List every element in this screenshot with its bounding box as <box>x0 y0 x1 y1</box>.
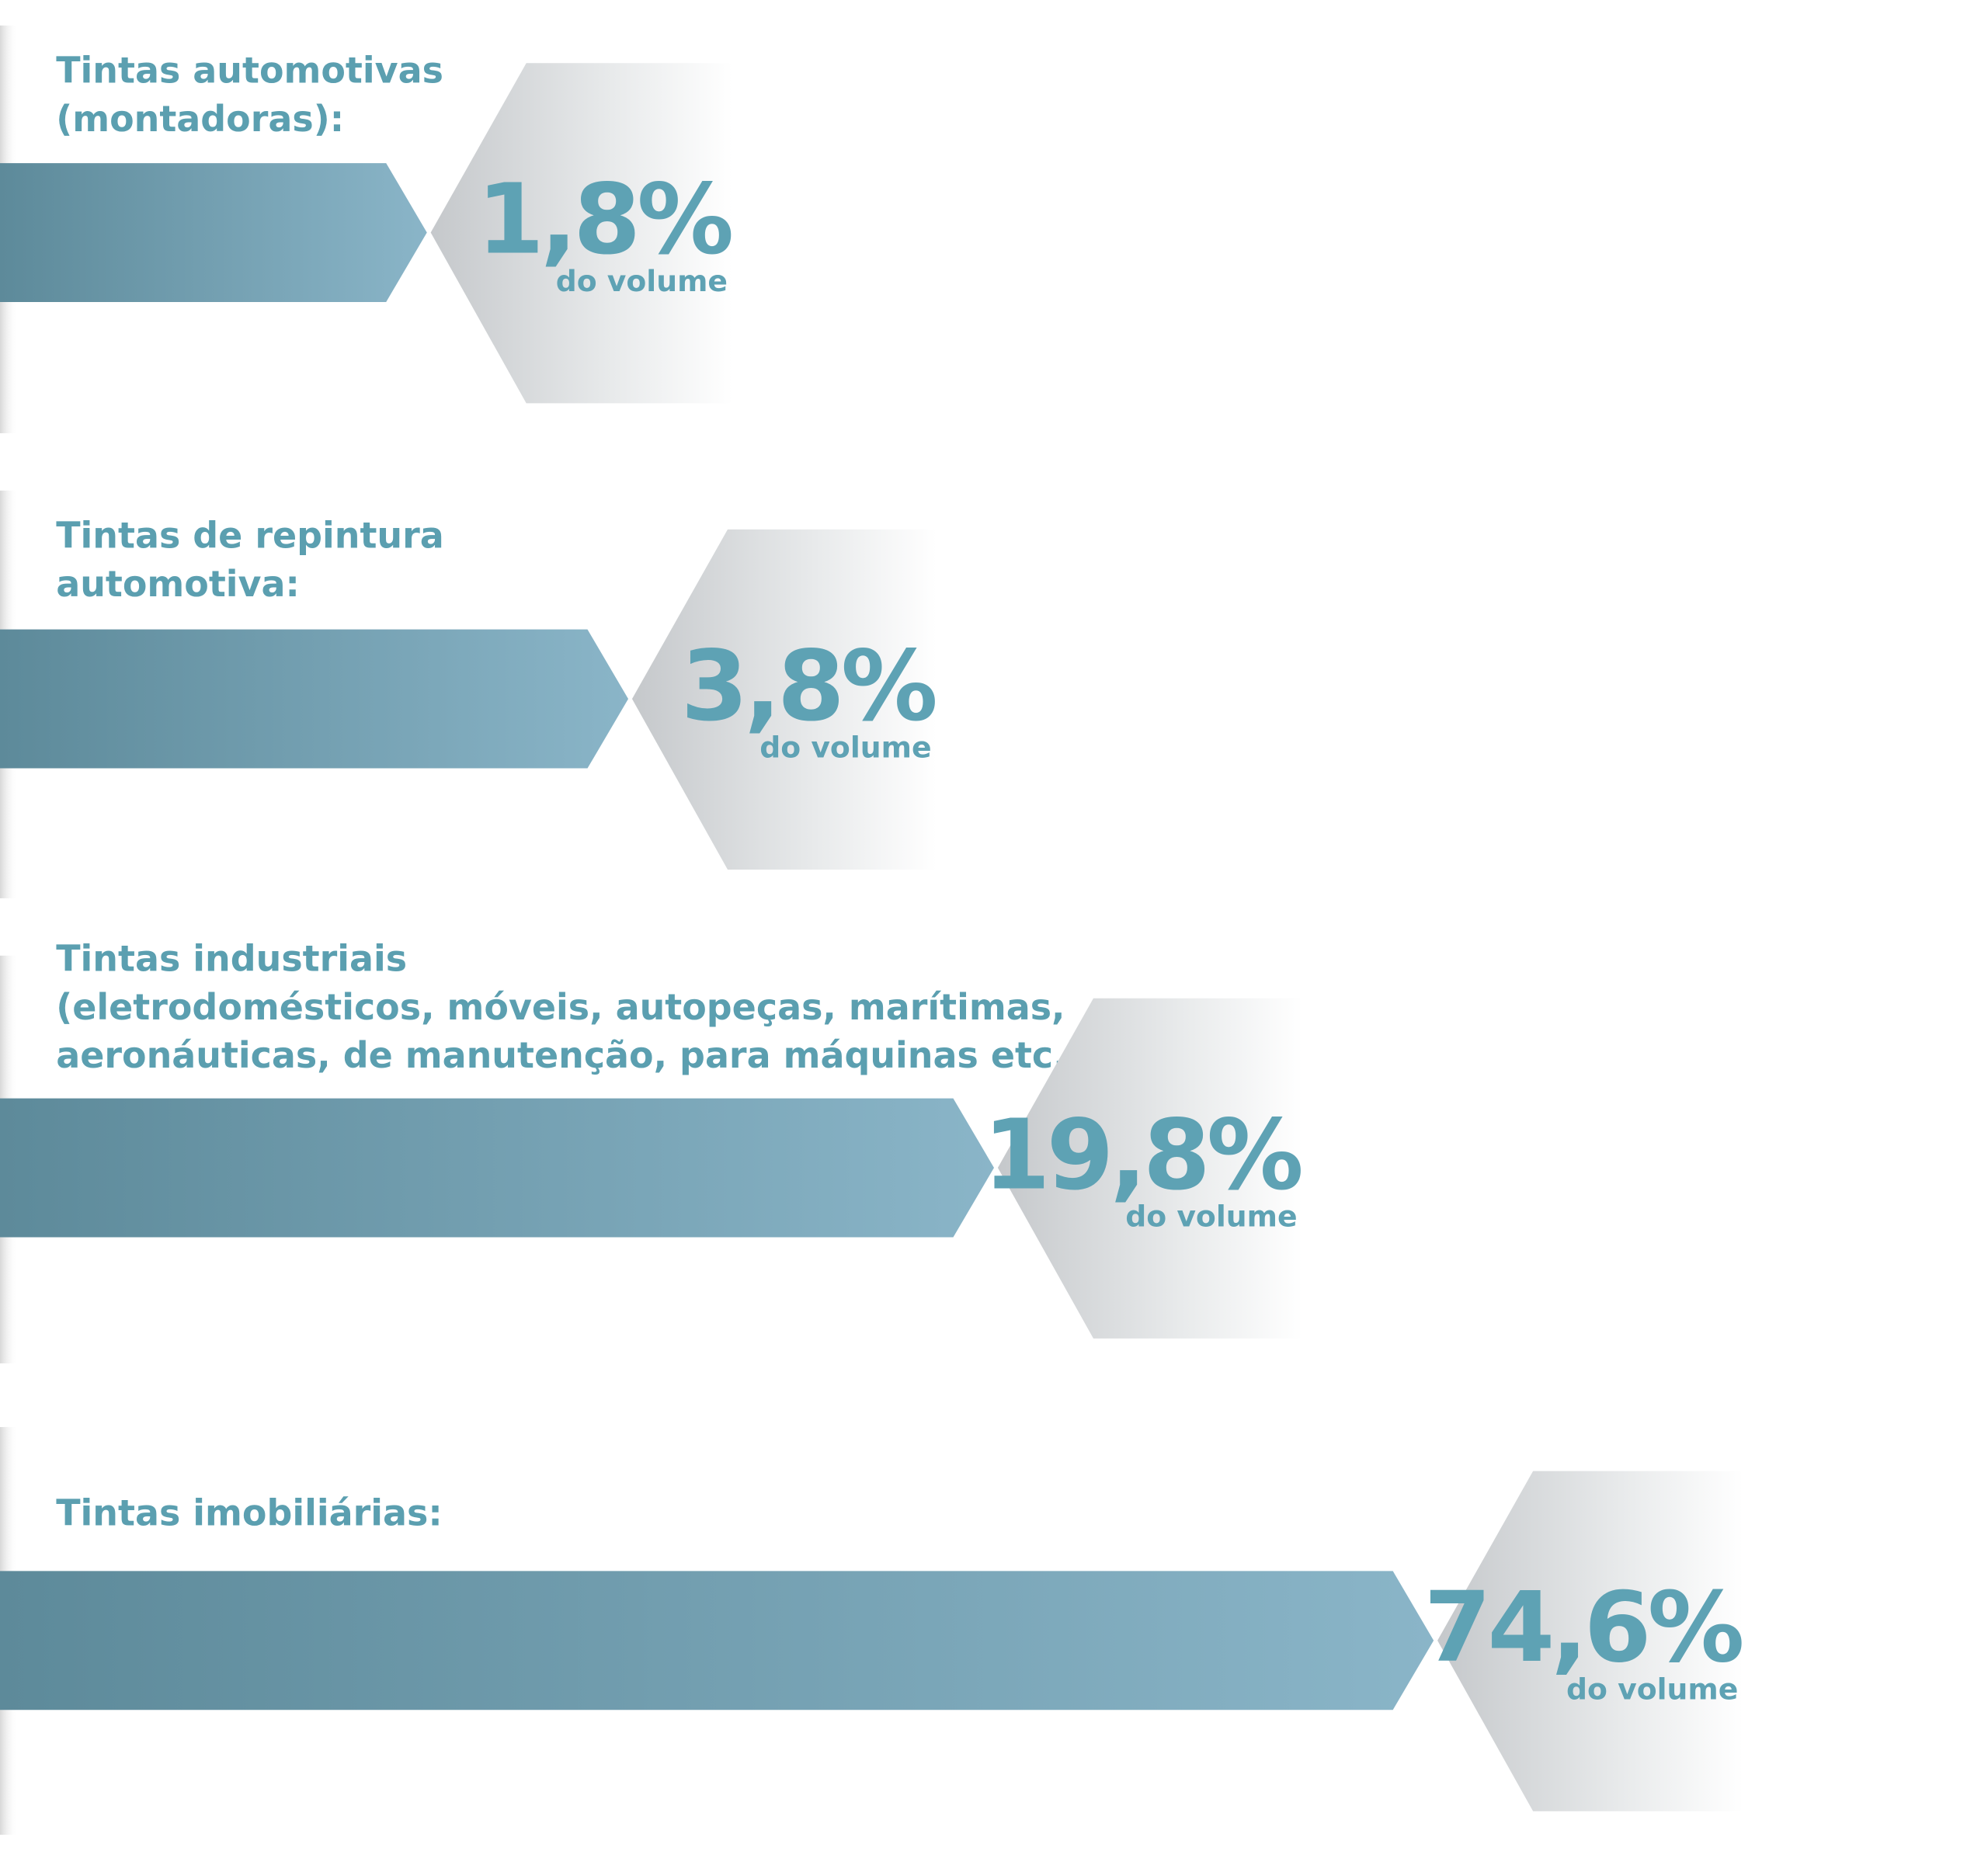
unit-label: do volume <box>556 264 728 298</box>
hexagon <box>631 529 937 870</box>
unit-label: do volume <box>1566 1672 1738 1706</box>
hexagon <box>430 63 733 404</box>
percent-value: 74,6% <box>1424 1572 1742 1684</box>
hexagon <box>1437 1471 1743 1811</box>
category-label: automotiva: <box>56 563 300 605</box>
arrow-bar <box>0 163 427 302</box>
hexagon <box>997 998 1303 1339</box>
percent-value: 19,8% <box>983 1099 1301 1211</box>
unit-label: do volume <box>1125 1200 1297 1234</box>
category-label: Tintas de repintura <box>56 515 444 557</box>
category-label: aeronáuticas, de manutenção, para máquin… <box>56 1034 1097 1076</box>
category-label: Tintas imobiliárias: <box>56 1492 442 1533</box>
percent-value: 1,8% <box>477 164 731 276</box>
category-label: Tintas industriais <box>56 937 407 979</box>
arrow-bar <box>0 629 629 769</box>
arrow-bar <box>0 1098 994 1238</box>
arrow-bar <box>0 1571 1434 1710</box>
category-label: (eletrodomésticos, móveis, autopeças, ma… <box>56 986 1065 1028</box>
category-label: (montadoras): <box>56 98 344 140</box>
category-label: Tintas automotivas <box>56 50 443 92</box>
unit-label: do volume <box>759 731 931 765</box>
percent-value: 3,8% <box>681 630 935 742</box>
